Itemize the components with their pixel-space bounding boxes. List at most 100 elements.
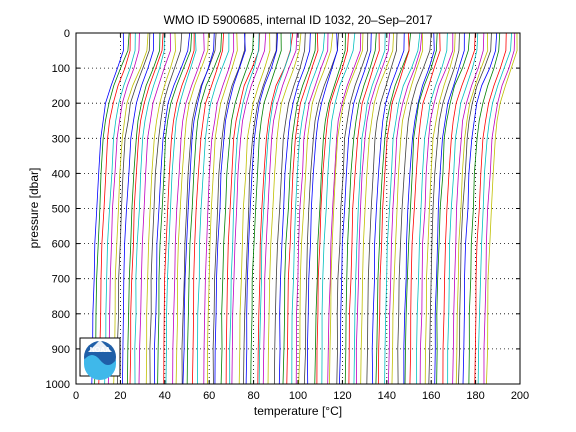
x-tick-label: 60 [203, 390, 215, 402]
profile-line [416, 32, 448, 385]
profile-line [286, 32, 319, 385]
x-tick-label: 180 [466, 390, 484, 402]
profile-line [182, 32, 215, 385]
y-tick-label: 300 [52, 133, 70, 145]
profile-line [229, 32, 260, 385]
profile-line [104, 32, 136, 385]
x-tick-label: 200 [511, 390, 529, 402]
profile-line [175, 32, 209, 385]
profile-line [452, 32, 485, 385]
profile-line [462, 32, 498, 385]
profile-line [377, 32, 410, 385]
profile-line [149, 32, 183, 385]
noaa-wave-icon [84, 355, 116, 380]
y-tick-label: 0 [64, 28, 70, 40]
profile-line [282, 32, 317, 385]
y-tick-label: 400 [52, 168, 70, 180]
y-tick-label: 500 [52, 204, 70, 216]
profile-line [291, 32, 325, 385]
profile-line [262, 32, 298, 385]
profile-line [355, 32, 390, 385]
profile-line [474, 32, 507, 385]
y-axis-ticks: 0 100 200 300 400 500 600 700 800 900 1000 [46, 28, 520, 391]
profile-line [243, 32, 277, 385]
profile-line [94, 32, 130, 385]
profile-line [404, 32, 438, 385]
profile-line [257, 32, 294, 385]
profile-line [225, 32, 261, 385]
profile-line [447, 32, 479, 385]
profile-line [424, 32, 456, 385]
profile-line [434, 32, 465, 385]
y-tick-label: 1000 [46, 379, 70, 391]
x-tick-label: 40 [159, 390, 171, 402]
profile-line [303, 32, 339, 385]
profile-line [134, 32, 165, 385]
x-axis-label: temperature [°C] [254, 404, 342, 418]
profile-line [428, 32, 460, 385]
profile-line [384, 32, 421, 385]
profile-line [186, 32, 222, 385]
profile-line [129, 32, 164, 385]
profile-line [371, 32, 405, 385]
profile-line [220, 32, 254, 385]
y-axis-label: pressure [dbar] [27, 168, 41, 249]
profile-line [366, 32, 398, 385]
y-tick-label: 100 [52, 63, 70, 75]
profile-line [98, 32, 131, 385]
profile-line [375, 32, 412, 385]
profile-line [153, 32, 191, 385]
x-tick-label: 140 [378, 390, 396, 402]
profile-line [172, 32, 205, 385]
profile-line [122, 32, 154, 385]
profile-line [397, 32, 432, 385]
profile-line [306, 32, 338, 385]
profile-line [339, 32, 372, 385]
profile-line [419, 32, 454, 385]
profile-line [360, 32, 394, 385]
profile-line [107, 32, 140, 385]
profile-line [298, 32, 334, 385]
y-tick-label: 700 [52, 274, 70, 286]
profile-line [163, 32, 195, 385]
profile-line [458, 32, 492, 385]
profile-line [387, 32, 423, 385]
profile-series [91, 32, 518, 385]
profile-line [231, 32, 267, 385]
chart-title: WMO ID 5900685, internal ID 1032, 20–Sep… [164, 13, 433, 27]
profile-line [250, 32, 282, 385]
y-tick-label: 200 [52, 98, 70, 110]
profile-line [391, 32, 424, 385]
profile-line [483, 32, 516, 385]
profile-line [327, 32, 362, 385]
x-axis-unit: °C [325, 404, 339, 418]
profile-line [409, 32, 441, 385]
profile-line [455, 32, 489, 385]
profile-line [127, 32, 161, 385]
profile-line [329, 32, 364, 385]
profile-line [344, 32, 377, 385]
profile-line [278, 32, 311, 385]
profile-line [157, 32, 193, 385]
profile-line [192, 32, 225, 385]
profile-line [273, 32, 306, 385]
profile-line [138, 32, 171, 385]
profile-line [113, 32, 149, 385]
profile-line [197, 32, 230, 385]
profile-line [238, 32, 271, 385]
profile-line [314, 32, 346, 385]
x-tick-label: 160 [422, 390, 440, 402]
y-tick-label: 800 [52, 309, 70, 321]
profile-line [165, 32, 197, 385]
profile-line [295, 32, 329, 385]
profile-line [267, 32, 302, 385]
profile-line [214, 32, 246, 385]
profile-line [245, 32, 279, 385]
profile-line [321, 32, 356, 385]
noaa-bird-icon [88, 340, 112, 352]
x-tick-label: 120 [333, 390, 351, 402]
profile-line [203, 32, 235, 385]
profile-line [353, 32, 386, 385]
profile-line [91, 32, 124, 385]
